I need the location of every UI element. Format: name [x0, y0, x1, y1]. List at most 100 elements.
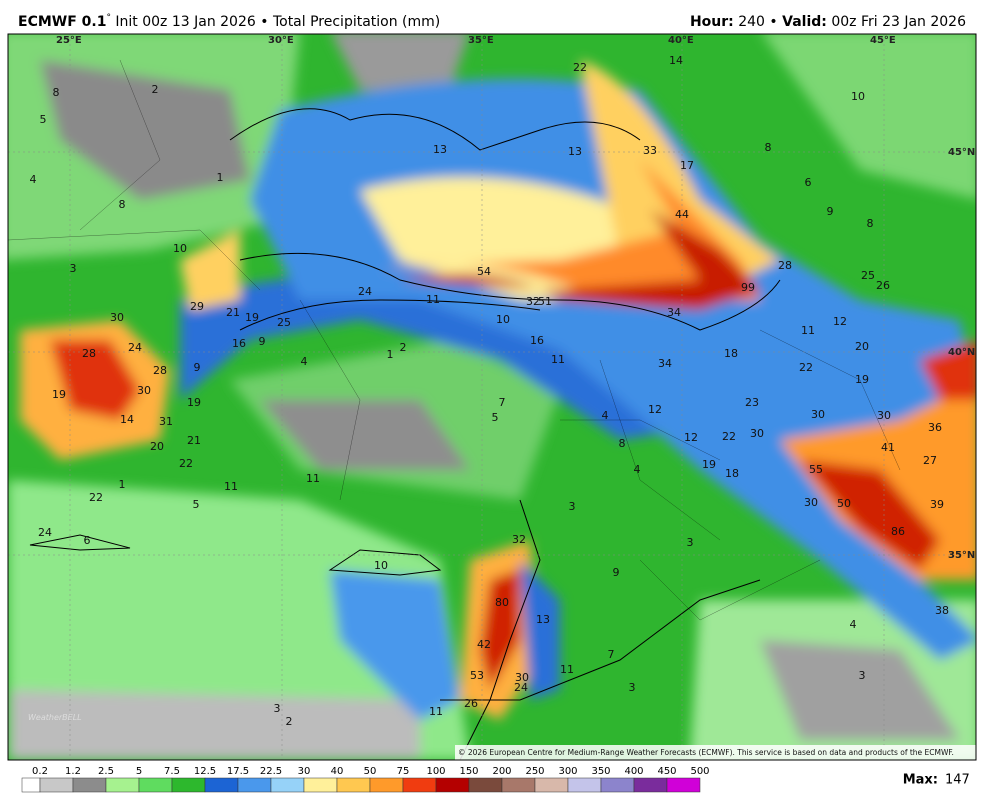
- colorbar-tick: 50: [364, 766, 377, 777]
- precip-label: 44: [675, 208, 689, 221]
- precip-label: 99: [741, 281, 755, 294]
- precip-label: 24: [128, 341, 142, 354]
- precip-label: 2: [152, 83, 159, 96]
- precip-label: 9: [827, 205, 834, 218]
- precip-label: 23: [745, 396, 759, 409]
- precip-label: 14: [120, 413, 134, 426]
- precip-label: 28: [153, 364, 167, 377]
- colorbar-swatch: [171, 777, 206, 793]
- precip-label: 26: [876, 279, 890, 292]
- precip-label: 2: [286, 715, 293, 728]
- precip-label: 8: [867, 217, 874, 230]
- precip-label: 13: [536, 613, 550, 626]
- colorbar-swatch: [237, 777, 272, 793]
- precip-label: 4: [634, 463, 641, 476]
- precip-label: 30: [110, 311, 124, 324]
- colorbar-swatch: [303, 777, 338, 793]
- precip-label: 16: [232, 337, 246, 350]
- lon-label: 35°E: [468, 35, 494, 46]
- colorbar-tick: 400: [624, 766, 643, 777]
- colorbar-swatch: [501, 777, 536, 793]
- map-frame: [7, 33, 977, 761]
- precip-label: 19: [702, 458, 716, 471]
- precip-label: 3: [687, 536, 694, 549]
- precip-label: 18: [725, 467, 739, 480]
- precip-label: 24: [514, 681, 528, 694]
- precip-label: 6: [84, 534, 91, 547]
- precip-label: 1: [119, 478, 126, 491]
- precip-label: 20: [855, 340, 869, 353]
- colorbar-tick: 17.5: [227, 766, 249, 777]
- colorbar-tick: 200: [492, 766, 511, 777]
- colorbar-swatch: [402, 777, 437, 793]
- colorbar-swatch: [270, 777, 305, 793]
- colorbar-swatch: [138, 777, 173, 793]
- precip-label: 42: [477, 638, 491, 651]
- colorbar-swatch: [39, 777, 74, 793]
- precip-label: 9: [613, 566, 620, 579]
- colorbar-tick: 75: [397, 766, 410, 777]
- precip-label: 11: [426, 293, 440, 306]
- precip-label: 2: [400, 341, 407, 354]
- precip-label: 3: [274, 702, 281, 715]
- precip-label: 32: [526, 295, 540, 308]
- precip-label: 36: [928, 421, 942, 434]
- map: 25°E 30°E 35°E 40°E 45°E45°N40°N35°N28514810…: [8, 34, 976, 760]
- precip-label: 18: [724, 347, 738, 360]
- precip-label: 16: [530, 334, 544, 347]
- colorbar-swatch: [336, 777, 371, 793]
- colorbar-tick: 350: [591, 766, 610, 777]
- colorbar-swatch: [369, 777, 404, 793]
- precip-label: 11: [551, 353, 565, 366]
- colorbar-tick: 40: [331, 766, 344, 777]
- colorbar-swatch: [633, 777, 668, 793]
- max-value: 147: [945, 773, 970, 788]
- colorbar-swatch: [534, 777, 569, 793]
- precip-label: 22: [89, 491, 103, 504]
- precip-label: 22: [722, 430, 736, 443]
- precip-label: 30: [750, 427, 764, 440]
- precip-label: 3: [859, 669, 866, 682]
- precip-label: 6: [805, 176, 812, 189]
- precip-label: 27: [923, 454, 937, 467]
- precip-label: 1: [387, 348, 394, 361]
- precip-label: 30: [877, 409, 891, 422]
- precip-label: 22: [799, 361, 813, 374]
- precip-label: 5: [40, 113, 47, 126]
- precip-label: 4: [602, 409, 609, 422]
- colorbar-tick: 22.5: [260, 766, 282, 777]
- colorbar-swatch: [105, 777, 140, 793]
- colorbar-tick: 5: [136, 766, 142, 777]
- precip-label: 5: [492, 411, 499, 424]
- precip-label: 25: [277, 316, 291, 329]
- precip-label: 24: [358, 285, 372, 298]
- precip-label: 19: [187, 396, 201, 409]
- precip-label: 9: [259, 335, 266, 348]
- precip-label: 26: [464, 697, 478, 710]
- precip-label: 25: [861, 269, 875, 282]
- precip-label: 11: [224, 480, 238, 493]
- max-label: Max:: [903, 773, 938, 788]
- precip-label: 22: [179, 457, 193, 470]
- lon-label: 30°E: [268, 35, 294, 46]
- precip-label: 30: [804, 496, 818, 509]
- precip-label: 20: [150, 440, 164, 453]
- precip-label: 30: [137, 384, 151, 397]
- precip-label: 11: [560, 663, 574, 676]
- precip-label: 12: [648, 403, 662, 416]
- colorbar-swatch: [204, 777, 239, 793]
- precip-label: 11: [801, 324, 815, 337]
- precip-label: 3: [629, 681, 636, 694]
- colorbar-tick: 30: [298, 766, 311, 777]
- precip-label: 7: [608, 648, 615, 661]
- precip-label: 13: [433, 143, 447, 156]
- precip-label: 10: [851, 90, 865, 103]
- precip-label: 4: [301, 355, 308, 368]
- precip-label: 86: [891, 525, 905, 538]
- colorbar-swatch: [72, 777, 107, 793]
- precip-label: 53: [470, 669, 484, 682]
- precip-label: 7: [499, 396, 506, 409]
- precip-label: 14: [669, 54, 683, 67]
- precip-label: 17: [680, 159, 694, 172]
- precip-label: 13: [568, 145, 582, 158]
